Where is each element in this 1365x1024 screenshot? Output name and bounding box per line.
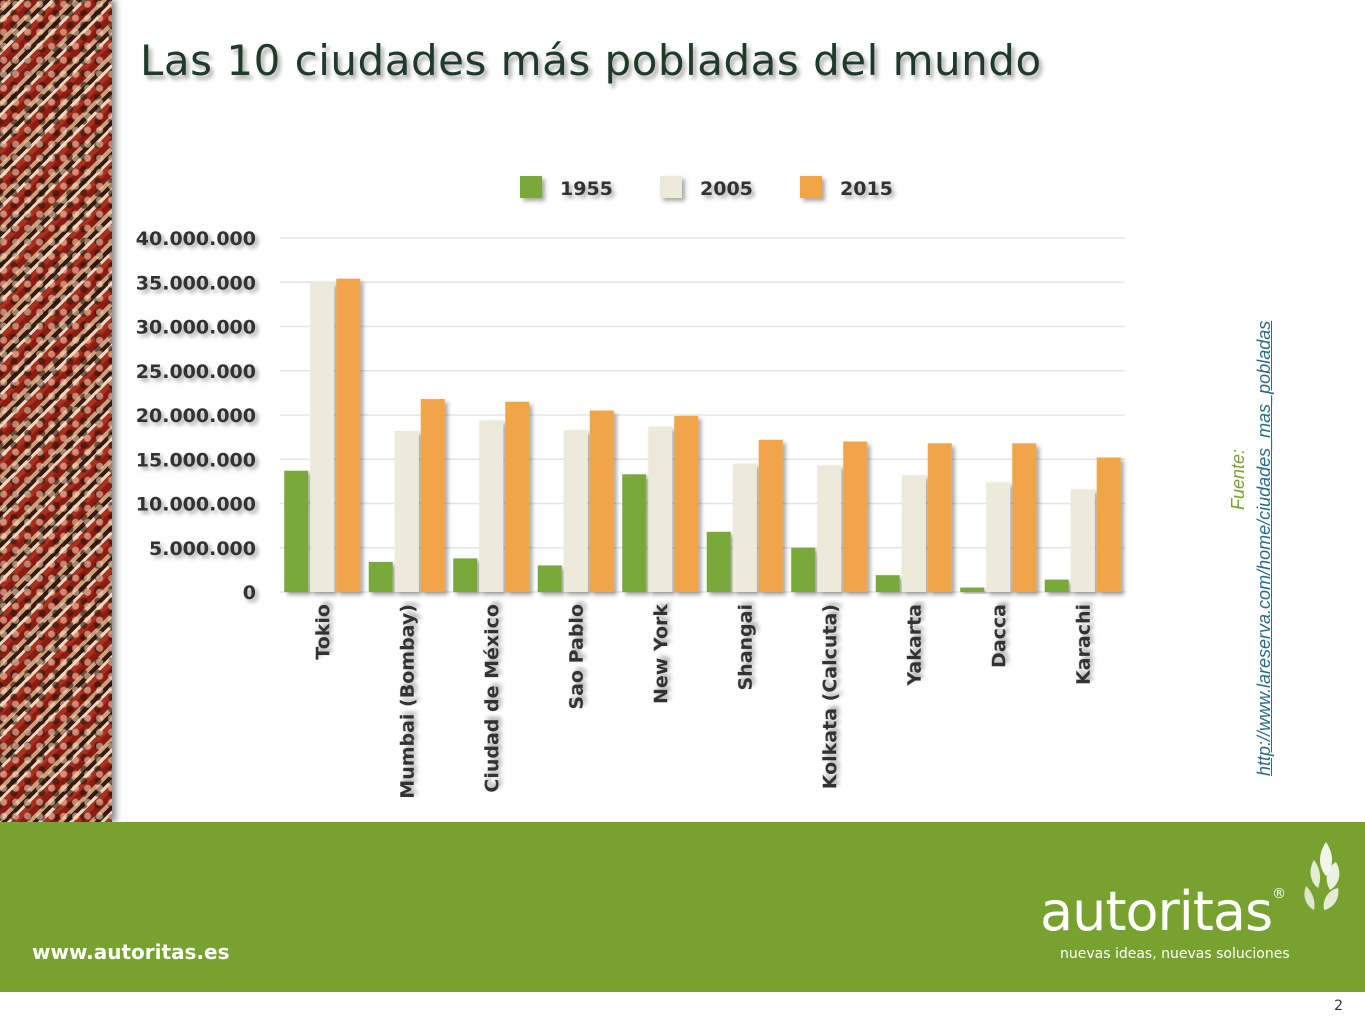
legend-swatch-2015 [800,176,822,198]
chart-legend: 1955 2005 2015 [520,176,893,200]
y-tick-label: 15.000.000 [136,449,256,471]
x-tick-label: Karachi [1073,604,1095,685]
bar-2005-6 [817,465,842,592]
bar-2005-7 [901,475,926,592]
bar-2005-3 [563,430,588,592]
bar-2015-5 [758,439,783,592]
bar-2005-9 [1070,489,1095,592]
source-link[interactable]: http://www.lareserva.com/home/ciudades_m… [1254,320,1274,776]
x-tick-label: Dacca [988,604,1010,668]
bar-2015-0 [336,278,361,592]
bar-1955-5 [706,531,731,592]
bar-2005-4 [648,426,673,592]
bar-2015-6 [843,441,868,592]
x-tick-label: Mumbai (Bombay) [397,604,419,799]
footer-website[interactable]: www.autoritas.es [32,940,230,964]
legend-label-2005: 2005 [700,178,753,200]
crowd-photo-strip [0,0,112,822]
bar-1955-7 [875,575,900,592]
legend-label-2015: 2015 [840,178,893,200]
population-bar-chart: 0 5.000.000 10.000.000 15.000.000 20.000.000… [136,176,1125,799]
x-tick-label: Kolkata (Calcuta) [819,604,841,789]
page-number: 2 [1334,998,1343,1014]
x-tick-label: Yakarta [904,604,926,687]
y-tick-label: 0 [243,582,256,604]
bar-2015-9 [1096,457,1121,592]
y-tick-label: 40.000.000 [136,228,256,250]
legend-swatch-2005 [660,176,682,198]
bar-1955-2 [453,558,478,592]
bar-1955-6 [791,547,816,592]
bar-2015-3 [589,410,614,592]
laurel-leaf-icon [1304,842,1340,910]
bar-2005-1 [394,430,419,592]
x-tick-label: Tokio [312,604,334,660]
y-tick-label: 25.000.000 [136,361,256,383]
bar-2005-5 [732,463,757,592]
footer-band: www.autoritas.es autoritas® nuevas ideas… [0,822,1365,992]
bar-2015-4 [674,415,699,592]
y-tick-label: 30.000.000 [136,317,256,339]
slide-title: Las 10 ciudades más pobladas del mundo [140,36,1042,85]
bar-2015-8 [1012,443,1037,592]
x-tick-label: Shangai [735,604,757,691]
legend-label-1955: 1955 [560,178,613,200]
bar-1955-8 [960,587,985,592]
y-tick-label: 35.000.000 [136,272,256,294]
bar-2015-2 [505,401,530,592]
chart-bars [284,278,1121,592]
source-note: Fuente: http://www.lareserva.com/home/ci… [1226,180,1286,780]
x-tick-label: Sao Pablo [566,604,588,710]
bar-1955-9 [1044,579,1069,592]
brand-logo-text: autoritas® [1040,880,1286,943]
y-axis-ticks: 0 5.000.000 10.000.000 15.000.000 20.000.000… [136,228,256,604]
x-axis-labels: Tokio Mumbai (Bombay) Ciudad de México Sao … [312,604,1095,799]
bar-2005-8 [986,482,1011,592]
bar-2015-7 [927,443,952,592]
bar-2015-1 [420,399,445,592]
legend-swatch-1955 [520,176,542,198]
y-tick-label: 10.000.000 [136,494,256,516]
bar-2005-0 [310,282,335,592]
bar-1955-4 [622,474,647,592]
bar-2005-2 [479,420,504,592]
bar-1955-0 [284,470,309,592]
y-tick-label: 5.000.000 [149,538,256,560]
y-tick-label: 20.000.000 [136,405,256,427]
x-tick-label: New York [650,604,672,704]
bar-1955-3 [537,565,562,592]
bar-1955-1 [368,561,393,592]
source-label: Fuente: [1228,448,1248,510]
brand-tagline: nuevas ideas, nuevas soluciones [1060,946,1290,962]
x-tick-label: Ciudad de México [481,604,503,793]
